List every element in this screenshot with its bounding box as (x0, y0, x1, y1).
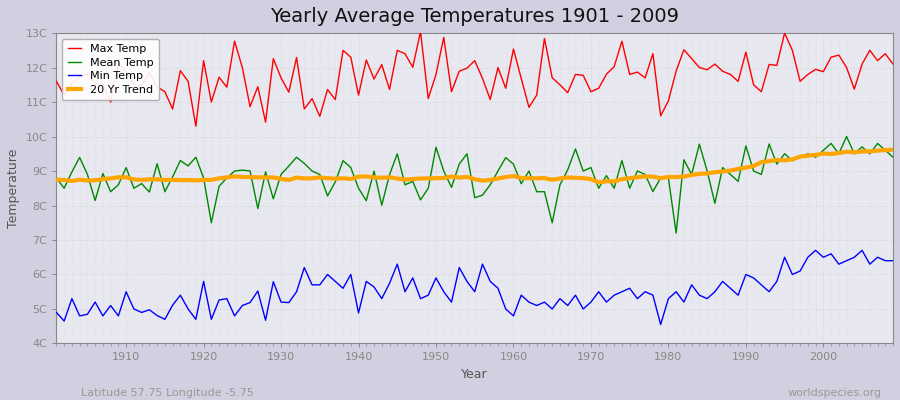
Mean Temp (51, 176, 62, 180)
Min Temp (810, 248, 821, 253)
Max Temp (887, 62, 898, 66)
Mean Temp (508, 162, 519, 166)
Line: Max Temp: Max Temp (57, 32, 893, 126)
Min Temp (330, 279, 341, 284)
20 Yr Trend (284, 178, 294, 182)
20 Yr Trend (508, 174, 519, 178)
Max Temp (415, 29, 426, 34)
20 Yr Trend (608, 179, 619, 184)
Legend: Max Temp, Mean Temp, Min Temp, 20 Yr Trend: Max Temp, Mean Temp, Min Temp, 20 Yr Tre… (62, 39, 159, 100)
Max Temp (516, 76, 526, 81)
Title: Yearly Average Temperatures 1901 - 2009: Yearly Average Temperatures 1901 - 2009 (270, 7, 680, 26)
Min Temp (113, 314, 124, 318)
Min Temp (284, 300, 294, 305)
Y-axis label: Temperature: Temperature (7, 148, 20, 228)
20 Yr Trend (113, 175, 124, 180)
20 Yr Trend (500, 175, 511, 180)
Max Temp (191, 124, 202, 128)
Min Temp (601, 300, 612, 304)
Mean Temp (500, 155, 511, 160)
Mean Temp (113, 182, 124, 187)
Text: worldspecies.org: worldspecies.org (788, 388, 882, 398)
Max Temp (338, 48, 348, 53)
20 Yr Trend (330, 176, 341, 181)
Mean Temp (601, 173, 612, 178)
Max Temp (113, 61, 124, 66)
X-axis label: Year: Year (462, 368, 488, 381)
Min Temp (655, 322, 666, 327)
Mean Temp (670, 231, 681, 236)
Max Temp (51, 79, 62, 84)
Min Temp (51, 310, 62, 315)
Max Temp (524, 105, 535, 110)
20 Yr Trend (593, 180, 604, 185)
20 Yr Trend (887, 147, 898, 152)
Max Temp (292, 55, 302, 60)
Min Temp (500, 306, 511, 311)
Mean Temp (887, 155, 898, 160)
Mean Temp (330, 180, 341, 184)
Line: 20 Yr Trend: 20 Yr Trend (57, 150, 893, 182)
Line: Mean Temp: Mean Temp (57, 136, 893, 233)
Min Temp (508, 314, 519, 318)
20 Yr Trend (51, 177, 62, 182)
Mean Temp (842, 134, 852, 139)
Mean Temp (284, 164, 294, 168)
Max Temp (616, 39, 627, 44)
Text: Latitude 57.75 Longitude -5.75: Latitude 57.75 Longitude -5.75 (81, 388, 254, 398)
Min Temp (887, 258, 898, 263)
Line: Min Temp: Min Temp (57, 250, 893, 324)
